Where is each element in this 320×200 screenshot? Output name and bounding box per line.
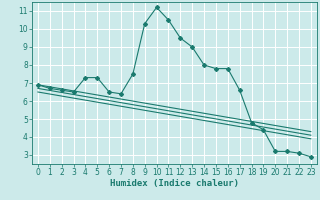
X-axis label: Humidex (Indice chaleur): Humidex (Indice chaleur) xyxy=(110,179,239,188)
